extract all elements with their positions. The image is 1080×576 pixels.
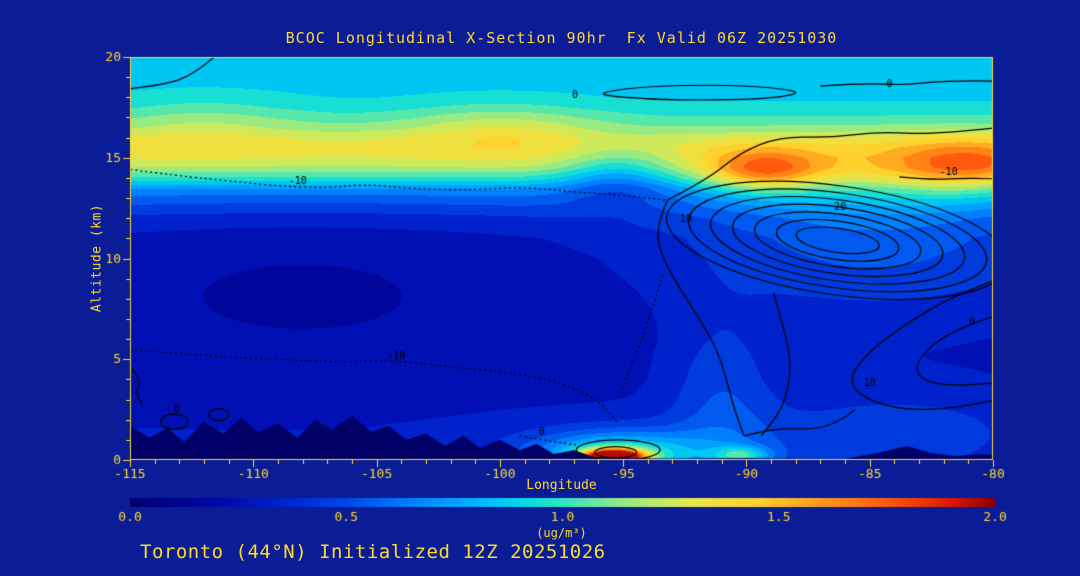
colorbar-units-label: (ug/m³) — [536, 526, 587, 540]
y-axis-label: Altitude (km) — [89, 203, 105, 313]
chart-title: BCOC Longitudinal X-Section 90hr Fx Vali… — [285, 29, 838, 47]
initialization-caption: Toronto (44°N) Initialized 12Z 20251026 — [140, 541, 606, 563]
x-axis-label: Longitude — [526, 478, 597, 493]
